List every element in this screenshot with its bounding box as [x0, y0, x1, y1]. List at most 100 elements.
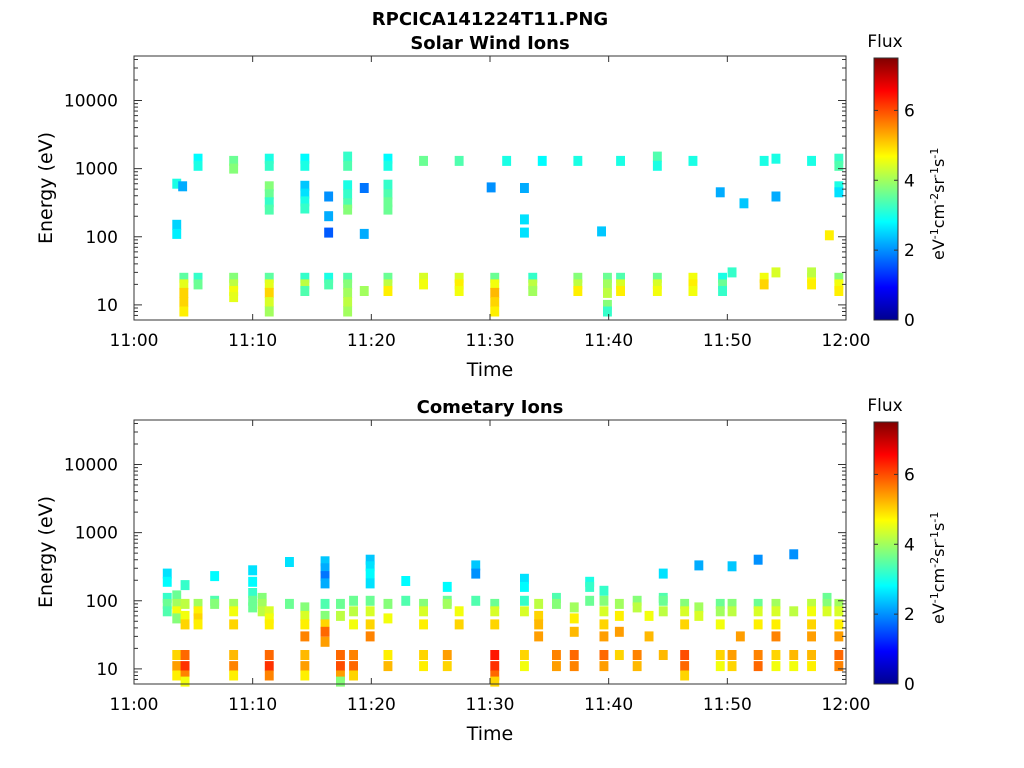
heatmap-cell — [365, 578, 375, 589]
heatmap-cell — [343, 297, 353, 308]
panel-title: Solar Wind Ions — [410, 33, 569, 54]
x-tick-label: 11:30 — [466, 331, 515, 351]
heatmap-cell — [349, 595, 358, 606]
heatmap-cell — [471, 560, 481, 571]
heatmap-cell — [652, 151, 662, 162]
heatmap-cell — [343, 180, 353, 191]
heatmap-cell — [490, 297, 500, 308]
heatmap-cell — [193, 606, 203, 617]
heatmap-cell — [834, 181, 844, 192]
heatmap-cell — [193, 160, 203, 171]
y-axis-label: Energy (eV) — [35, 496, 57, 608]
solar-wind-panel: Solar Wind Ions 11:00 11:10 11:20 11:30 11:4… — [35, 33, 871, 381]
x-tick-label: 11:00 — [110, 331, 159, 351]
heatmap-cell — [179, 279, 189, 290]
heatmap-cell — [520, 606, 529, 617]
heatmap-cell — [599, 631, 609, 642]
heatmap-cell — [534, 619, 544, 630]
heatmap-cell — [471, 595, 481, 606]
heatmap-cell — [300, 160, 310, 171]
heatmap-cell — [688, 272, 698, 283]
heatmap-cell — [383, 160, 393, 171]
heatmap-cell — [229, 650, 239, 660]
heatmap-cell — [383, 613, 393, 624]
heatmap-cell — [172, 219, 182, 230]
heatmap-cell — [193, 598, 203, 609]
heatmap-cell — [603, 279, 612, 290]
heatmap-cell — [383, 272, 393, 283]
x-tick-label: 11:00 — [110, 695, 159, 715]
heatmap-cell — [264, 189, 274, 200]
heatmap-cell — [162, 576, 172, 587]
heatmap-cell — [162, 568, 172, 579]
x-tick-label: 11:50 — [703, 331, 752, 351]
heatmap-cell — [320, 578, 330, 589]
plot-frame — [133, 419, 847, 685]
heatmap-cell — [383, 598, 393, 609]
heatmap-cell — [807, 606, 816, 617]
heatmap-cell — [534, 610, 544, 621]
heatmap-cell — [771, 598, 781, 609]
heatmap-cell — [585, 576, 595, 587]
heatmap-cell — [688, 279, 698, 290]
heatmap-cell — [614, 610, 624, 621]
heatmap-cell — [616, 286, 625, 296]
heatmap-cell — [727, 650, 737, 660]
heatmap-cell — [320, 563, 330, 574]
heatmap-cell — [753, 598, 763, 609]
heatmap-cell — [616, 272, 625, 283]
heatmap-cell — [383, 661, 393, 672]
heatmap-cell — [822, 606, 832, 617]
heatmap-cell — [179, 287, 189, 298]
heatmap-cell — [180, 650, 190, 660]
heatmap-cell — [442, 661, 452, 672]
heatmap-cell — [229, 661, 239, 672]
heatmap-cell — [264, 613, 274, 624]
x-axis-label: Time — [466, 723, 514, 745]
heatmap-cell — [365, 561, 375, 572]
heatmap-cell — [718, 272, 727, 283]
heatmap-cell — [320, 598, 330, 609]
heatmap-cells — [162, 549, 844, 687]
heatmap-cell — [585, 581, 595, 592]
heatmap-cell — [534, 631, 544, 642]
heatmap-cell — [264, 160, 274, 171]
heatmap-cell — [694, 602, 704, 613]
heatmap-cell — [365, 554, 375, 565]
heatmap-cell — [490, 676, 500, 687]
heatmap-cell — [179, 306, 189, 317]
heatmap-cell — [807, 661, 816, 672]
heatmap-cell — [336, 598, 345, 609]
heatmap-cell — [257, 598, 267, 609]
colorbar-tick-label: 2 — [904, 241, 915, 261]
heatmap-cell — [520, 581, 529, 592]
heatmap-cell — [490, 287, 500, 298]
heatmap-cell — [569, 613, 579, 624]
heatmap-cell — [528, 272, 538, 283]
heatmap-cell — [680, 598, 690, 609]
heatmap-cell — [537, 155, 547, 166]
heatmap-cell — [419, 606, 428, 617]
heatmap-cell — [300, 203, 310, 214]
heatmap-cell — [300, 650, 310, 660]
y-tick-label: 10000 — [64, 92, 118, 112]
heatmap-cell — [658, 650, 668, 660]
heatmap-cell — [162, 606, 172, 617]
colorbar-gradient — [873, 57, 899, 321]
heatmap-cell — [365, 595, 375, 606]
heatmap-cell — [264, 661, 274, 672]
heatmap-cell — [632, 650, 642, 660]
heatmap-cell — [419, 598, 428, 609]
heatmap-cell — [383, 286, 393, 296]
heatmap-cell — [807, 650, 816, 660]
heatmap-cell — [753, 650, 763, 660]
heatmap-cell — [490, 272, 500, 283]
heatmap-cell — [300, 619, 310, 630]
heatmap-cell — [419, 279, 428, 290]
heatmap-cell — [401, 576, 411, 586]
heatmap-cell — [264, 272, 274, 283]
heatmap-cell — [172, 590, 182, 601]
heatmap-cell — [180, 610, 190, 621]
heatmap-cell — [614, 598, 624, 609]
heatmap-cell — [834, 619, 844, 630]
